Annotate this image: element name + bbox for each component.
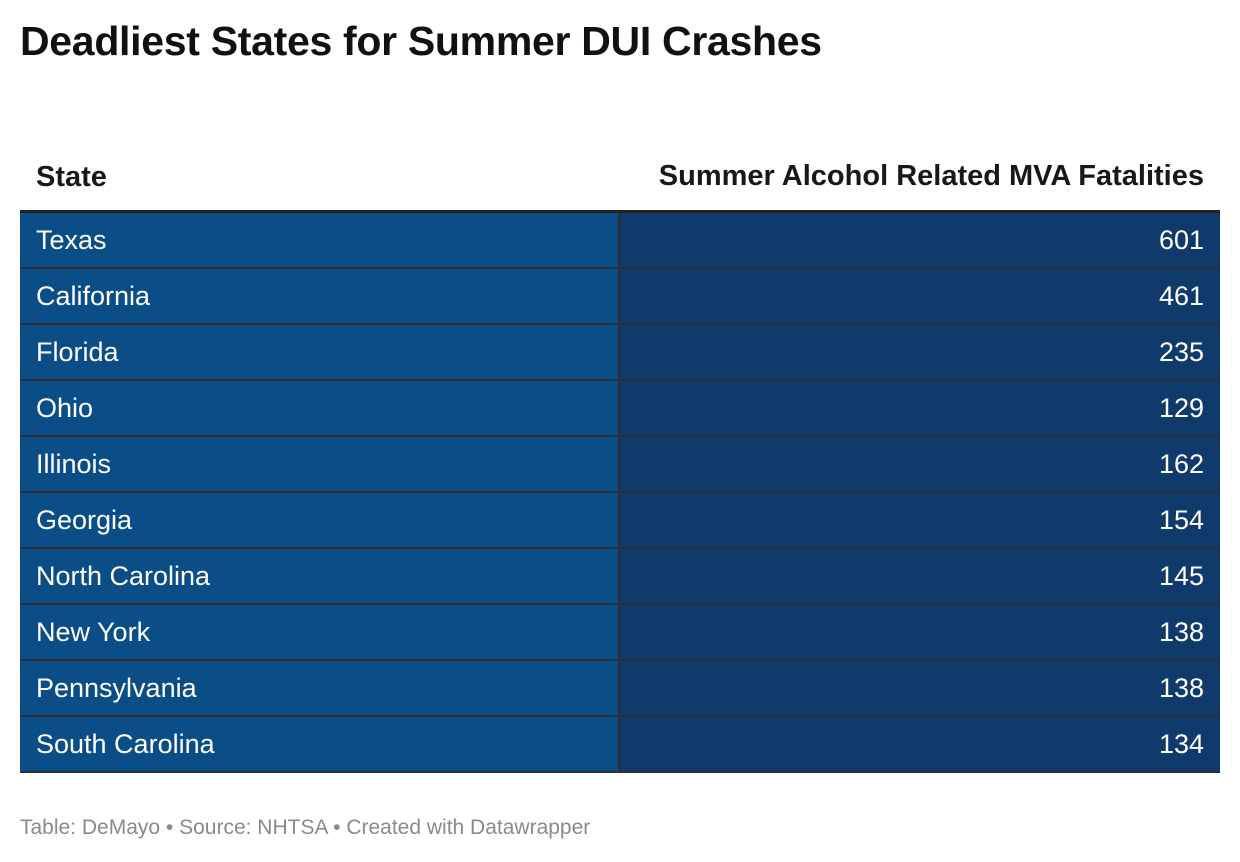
cell-state: Ohio — [20, 381, 620, 435]
table-body: Texas 601 California 461 Florida 235 Ohio 129 Il… — [20, 213, 1220, 773]
cell-fatalities: 129 — [620, 381, 1220, 435]
table-row: Ohio 129 — [20, 381, 1220, 437]
cell-state: Illinois — [20, 437, 620, 491]
cell-fatalities: 601 — [620, 213, 1220, 267]
table-row: South Carolina 134 — [20, 717, 1220, 773]
table-row: Georgia 154 — [20, 493, 1220, 549]
table-row: Florida 235 — [20, 325, 1220, 381]
cell-fatalities: 461 — [620, 269, 1220, 323]
cell-fatalities: 138 — [620, 661, 1220, 715]
table-row: North Carolina 145 — [20, 549, 1220, 605]
data-table: State Summer Alcohol Related MVA Fatalit… — [20, 118, 1220, 773]
cell-state: South Carolina — [20, 717, 620, 771]
cell-fatalities: 154 — [620, 493, 1220, 547]
table-row: California 461 — [20, 269, 1220, 325]
table-row: Pennsylvania 138 — [20, 661, 1220, 717]
column-header-fatalities[interactable]: Summer Alcohol Related MVA Fatalities — [658, 160, 1204, 192]
table-row: Illinois 162 — [20, 437, 1220, 493]
table-row: New York 138 — [20, 605, 1220, 661]
cell-fatalities: 162 — [620, 437, 1220, 491]
cell-state: Texas — [20, 213, 620, 267]
table-row: Texas 601 — [20, 213, 1220, 269]
cell-state: Georgia — [20, 493, 620, 547]
cell-state: New York — [20, 605, 620, 659]
column-header-state[interactable]: State — [36, 161, 107, 193]
table-header: State Summer Alcohol Related MVA Fatalit… — [20, 118, 1220, 213]
cell-state: North Carolina — [20, 549, 620, 603]
cell-state: Pennsylvania — [20, 661, 620, 715]
cell-fatalities: 138 — [620, 605, 1220, 659]
chart-title: Deadliest States for Summer DUI Crashes — [20, 18, 822, 64]
cell-fatalities: 235 — [620, 325, 1220, 379]
cell-fatalities: 134 — [620, 717, 1220, 771]
cell-state: Florida — [20, 325, 620, 379]
cell-fatalities: 145 — [620, 549, 1220, 603]
footer-credits: Table: DeMayo • Source: NHTSA • Created … — [20, 816, 591, 839]
cell-state: California — [20, 269, 620, 323]
